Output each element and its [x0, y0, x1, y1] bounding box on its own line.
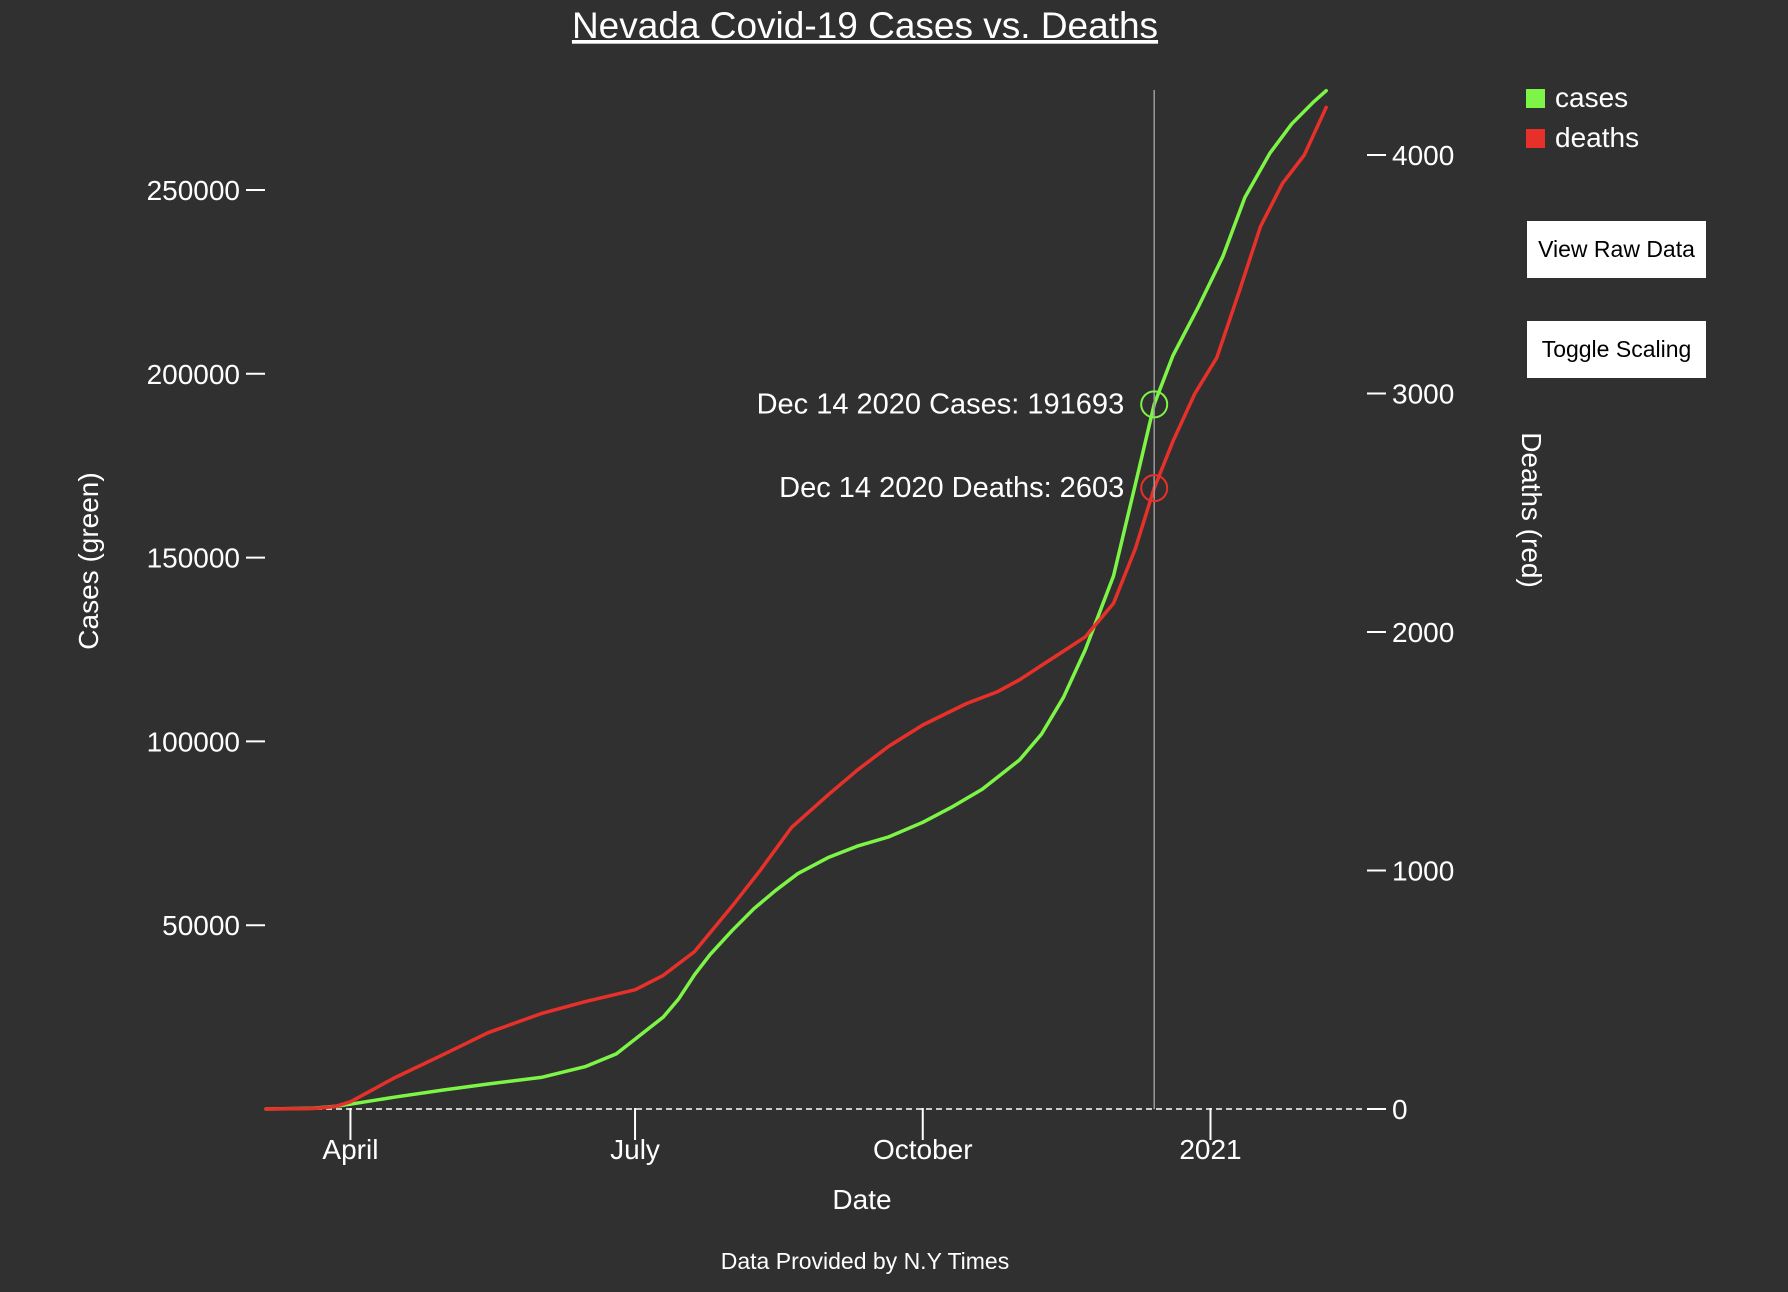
- series-layer: [264, 88, 1328, 1111]
- x-tick-label: July: [610, 1134, 660, 1165]
- x-tick-label: 2021: [1179, 1134, 1241, 1165]
- y-left-tick-label: 150000: [147, 543, 240, 574]
- y-left-tick-label: 200000: [147, 359, 240, 390]
- y-left-tick-label: 100000: [147, 726, 240, 757]
- y-right-tick-label: 2000: [1392, 617, 1454, 648]
- y-left-axis-label: Cases (green): [73, 472, 104, 649]
- x-tick-label: April: [322, 1134, 378, 1165]
- legend: cases deaths: [1526, 82, 1639, 153]
- hover-marker-deaths: [1140, 474, 1169, 503]
- hover-label-deaths: Dec 14 2020 Deaths: 2603: [779, 472, 1124, 504]
- view-raw-data-button[interactable]: View Raw Data: [1527, 221, 1706, 278]
- y-right-tick-label: 3000: [1392, 379, 1454, 410]
- y-right-tick-label: 4000: [1392, 140, 1454, 171]
- hover-label-cases: Dec 14 2020 Cases: 191693: [757, 388, 1125, 420]
- y-right-tick-label: 1000: [1392, 856, 1454, 887]
- chart-title: Nevada Covid-19 Cases vs. Deaths: [572, 5, 1158, 46]
- y-right-axis-label: Deaths (red): [1516, 432, 1547, 588]
- series-line-deaths: [264, 105, 1328, 1111]
- axes: 50000 100000 150000 200000 250000 0 1000 2000 30…: [147, 140, 1455, 1165]
- x-axis-label: Date: [832, 1184, 891, 1215]
- x-tick-label: October: [873, 1134, 973, 1165]
- toggle-scaling-button[interactable]: Toggle Scaling: [1527, 321, 1706, 378]
- legend-label-cases: cases: [1555, 82, 1628, 113]
- legend-swatch-cases: [1526, 89, 1545, 108]
- annotation-layer: Dec 14 2020 Cases: 191693 Dec 14 2020 Dea…: [757, 90, 1169, 1109]
- y-right-tick-label: 0: [1392, 1094, 1408, 1125]
- y-left-tick-label: 250000: [147, 175, 240, 206]
- hover-marker-cases: [1140, 390, 1169, 419]
- legend-swatch-deaths: [1526, 129, 1545, 148]
- series-line-cases: [264, 88, 1328, 1111]
- legend-label-deaths: deaths: [1555, 122, 1639, 153]
- y-left-tick-label: 50000: [162, 910, 240, 941]
- data-source-credit: Data Provided by N.Y Times: [720, 1248, 1010, 1274]
